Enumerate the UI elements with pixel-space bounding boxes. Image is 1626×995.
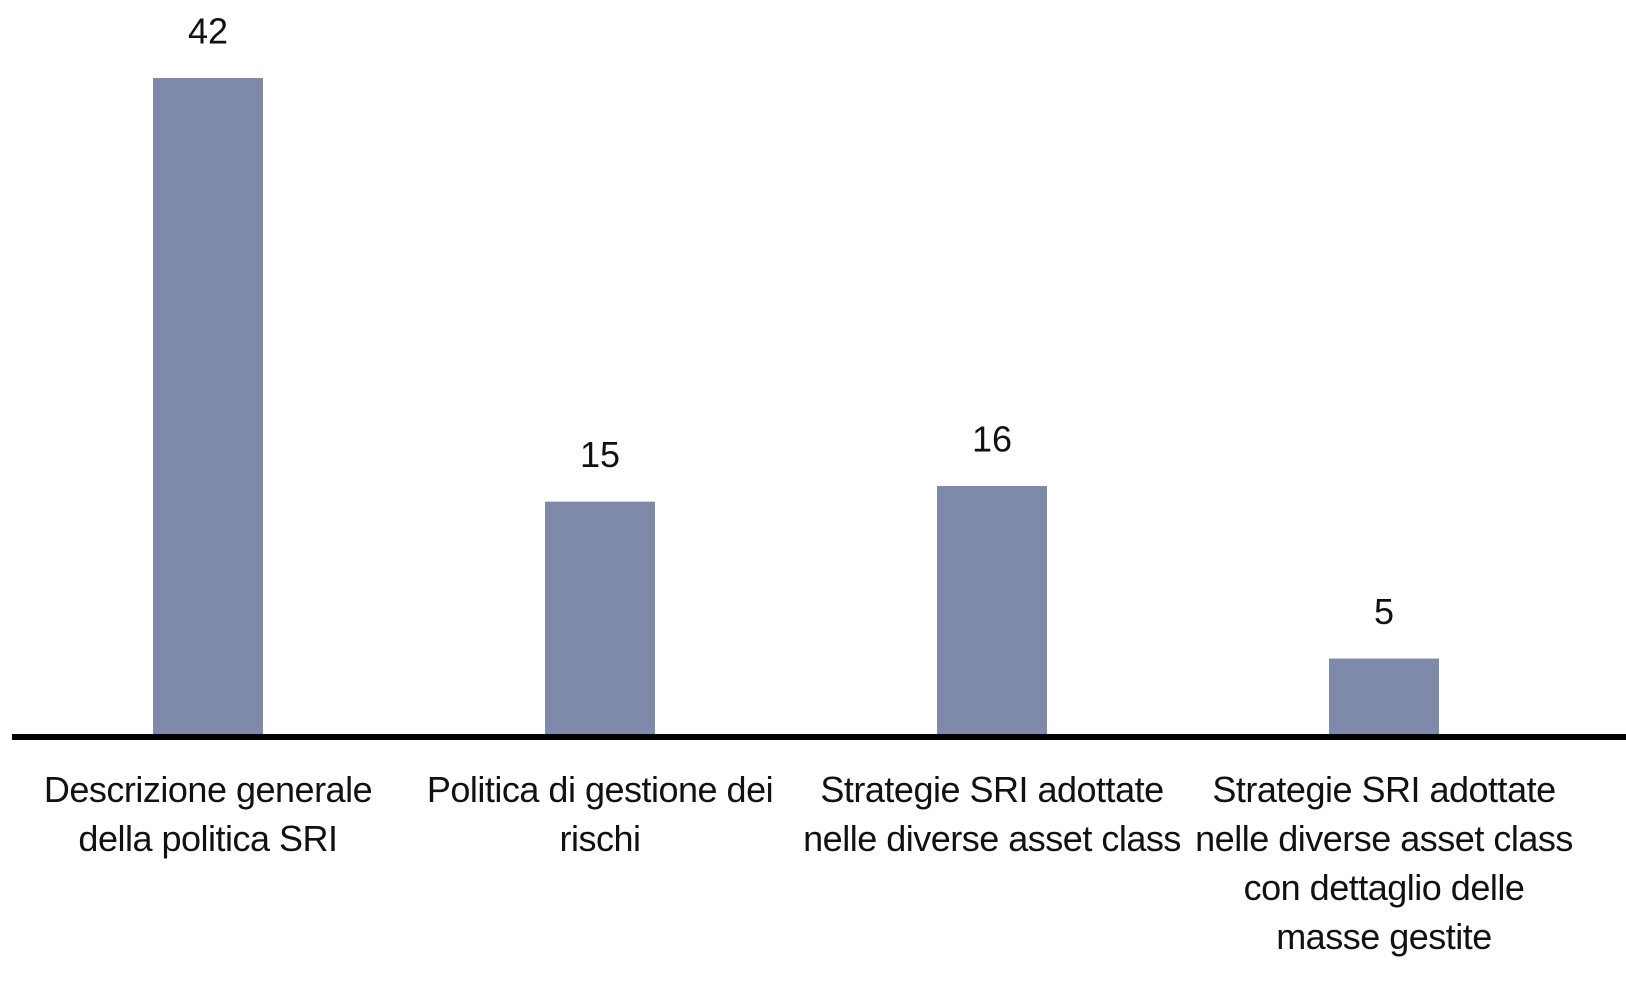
data-label: 42: [188, 11, 228, 52]
data-label: 5: [1374, 591, 1394, 632]
bar: [545, 501, 655, 737]
x-tick-label: Descrizione generale della politica SRI: [43, 769, 373, 859]
x-tick-label: Strategie SRI adottate nelle diverse ass…: [1195, 769, 1573, 957]
x-tick-label: Politica di gestione dei rischi: [426, 769, 774, 859]
data-label: 16: [972, 418, 1012, 459]
x-tick-label: Strategie SRI adottate nelle diverse ass…: [803, 769, 1181, 859]
bar: [1329, 658, 1439, 737]
bar: [153, 78, 263, 737]
bar: [937, 485, 1047, 737]
data-label: 15: [580, 434, 620, 475]
